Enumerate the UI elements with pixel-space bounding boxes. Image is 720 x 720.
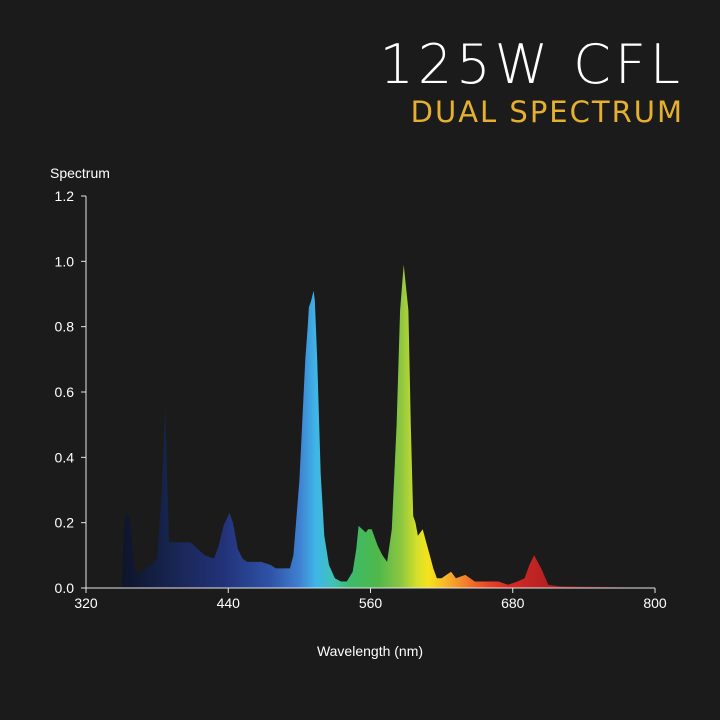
x-tick-label: 680 — [501, 595, 525, 611]
x-axis-label: Wavelength (nm) — [317, 643, 423, 659]
y-tick-label: 1.2 — [55, 188, 75, 204]
y-axis-label: Spectrum — [50, 165, 110, 181]
y-tick-label: 0.8 — [55, 319, 75, 335]
y-tick-label: 0.6 — [55, 384, 75, 400]
x-tick-label: 320 — [74, 595, 98, 611]
y-tick-label: 0.0 — [55, 580, 75, 596]
x-tick-label: 440 — [217, 595, 241, 611]
y-tick-label: 0.2 — [55, 515, 75, 531]
y-tick-label: 0.4 — [55, 449, 75, 465]
spectrum-area — [86, 264, 655, 588]
x-tick-label: 560 — [359, 595, 383, 611]
chart-subtitle: DUAL SPECTRUM — [410, 95, 684, 129]
x-tick-label: 800 — [643, 595, 667, 611]
chart-title: 125W CFL — [379, 33, 684, 96]
y-tick-label: 1.0 — [55, 253, 75, 269]
